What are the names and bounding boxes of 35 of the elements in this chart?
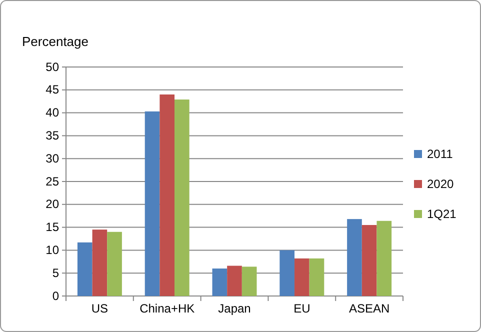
bar (376, 220, 392, 296)
bar (309, 258, 324, 296)
x-tick-label: EU (294, 302, 310, 316)
bar (92, 230, 108, 296)
y-tick-label: 45 (46, 82, 60, 97)
bar (174, 100, 190, 296)
x-tick-label: ASEAN (348, 302, 390, 316)
y-tick-label: 5 (52, 266, 60, 280)
y-axis-title: Percentage (22, 34, 88, 49)
y-tick-label: 35 (46, 128, 60, 143)
y-tick-label: 10 (46, 243, 60, 258)
legend-label: 2020 (427, 177, 454, 191)
y-tick-label: 20 (46, 197, 60, 212)
bar (362, 225, 377, 296)
y-tick-label: 40 (46, 106, 60, 120)
y-tick-label: 30 (46, 151, 60, 166)
bar (160, 94, 175, 296)
bar (294, 258, 310, 296)
y-tick-label: 0 (52, 288, 60, 303)
bar (144, 111, 160, 296)
y-tick-label: 25 (46, 174, 60, 188)
y-tick-label: 15 (46, 220, 60, 234)
bar (107, 232, 122, 296)
x-tick-label: Japan (218, 302, 251, 316)
legend-label: 2011 (427, 147, 454, 161)
legend-label: 1Q21 (427, 207, 457, 221)
bar (347, 219, 362, 296)
bar (227, 266, 242, 296)
bar (280, 250, 294, 296)
y-tick-label: 50 (46, 60, 60, 74)
x-tick-label: China+HK (140, 302, 195, 316)
bar (77, 242, 92, 296)
bar (212, 268, 228, 296)
bar (242, 266, 257, 296)
x-tick-label: US (91, 302, 108, 316)
